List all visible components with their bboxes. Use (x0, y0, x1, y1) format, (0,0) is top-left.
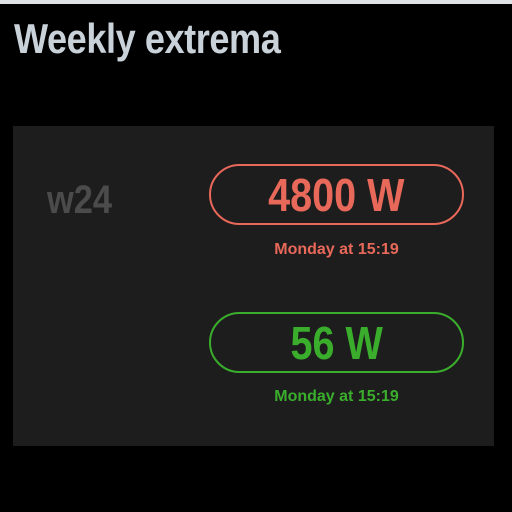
week-label: w24 (47, 178, 113, 222)
max-time: Monday at 15:19 (274, 241, 399, 258)
max-value-pill: 4800 W (209, 164, 464, 225)
extrema-panel: w24 4800 W Monday at 15:19 56 W Monday a… (13, 126, 494, 446)
min-time: Monday at 15:19 (274, 388, 399, 405)
page-title: Weekly extrema (14, 15, 281, 62)
top-strip (0, 0, 512, 4)
min-value-pill: 56 W (209, 312, 464, 373)
min-value: 56 W (290, 316, 383, 369)
max-value: 4800 W (268, 168, 405, 221)
